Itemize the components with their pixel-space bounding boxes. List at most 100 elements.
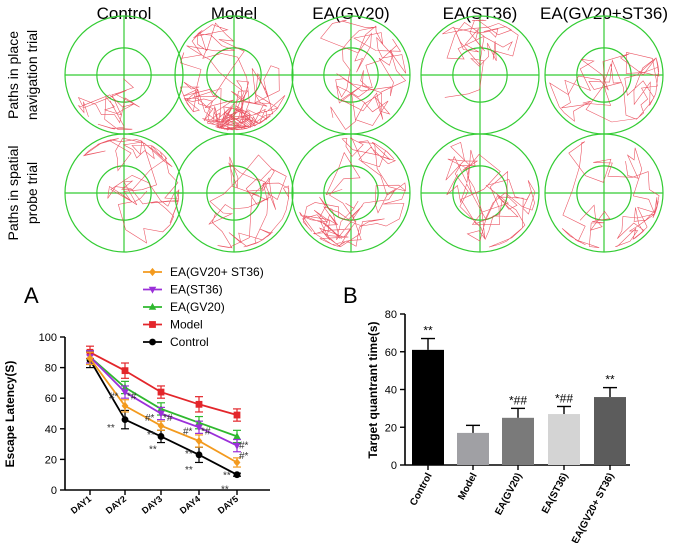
maze-pool-navigation-4 bbox=[420, 15, 540, 135]
swim-path bbox=[549, 52, 660, 123]
data-point bbox=[157, 410, 165, 418]
data-point bbox=[86, 354, 94, 363]
swim-path bbox=[442, 19, 519, 98]
legend-label: Control bbox=[170, 335, 209, 349]
legend-label: Model bbox=[170, 318, 203, 332]
chart-a-annotation: *# bbox=[201, 427, 211, 438]
bar bbox=[457, 432, 489, 465]
chart-a-annotation: #* bbox=[239, 451, 249, 462]
panel-label-b: B bbox=[343, 283, 358, 308]
series-gv20_st36 bbox=[86, 351, 241, 468]
data-point bbox=[195, 451, 203, 459]
group-title-ea-gv20-st36: EA(GV20+ST36) bbox=[540, 4, 668, 23]
chart-b-ytick-label: 20 bbox=[385, 422, 397, 434]
swim-path bbox=[561, 141, 660, 248]
data-point bbox=[195, 424, 203, 432]
data-point bbox=[233, 432, 241, 440]
chart-a-xtick-label: DAY3 bbox=[140, 494, 164, 516]
chart-b-ylabel: Target quantrant time(s) bbox=[366, 321, 380, 458]
chart-a-annotation: ** bbox=[221, 485, 229, 496]
significance-label: ** bbox=[605, 373, 615, 387]
row-label-navigation-line2: navigation trial bbox=[24, 30, 40, 120]
chart-a-annotation: ** bbox=[149, 444, 157, 455]
maze-pool-probe-1 bbox=[64, 133, 184, 253]
chart-a-ytick-label: 40 bbox=[45, 424, 57, 436]
chart-a-ylabel: Escape Latency(S) bbox=[3, 361, 17, 468]
error-bar bbox=[557, 405, 571, 415]
bar bbox=[548, 414, 580, 465]
swim-path bbox=[82, 137, 180, 244]
chart-a-ytick-label: 0 bbox=[51, 485, 57, 497]
significance-label: ** bbox=[423, 324, 433, 338]
legend-item-st36: EA(ST36) bbox=[143, 283, 223, 297]
data-point bbox=[195, 400, 203, 408]
chart-a-annotation: ** bbox=[107, 423, 115, 434]
maze-pool-probe-3 bbox=[291, 133, 411, 253]
legend-marker bbox=[148, 302, 157, 310]
swim-path bbox=[208, 154, 290, 249]
bar-group: ** bbox=[594, 373, 626, 465]
chart-a-xtick-label: DAY4 bbox=[178, 494, 202, 516]
legend-marker bbox=[148, 286, 157, 294]
chart-a-ytick-label: 80 bbox=[45, 363, 57, 375]
maze-pool-navigation-5 bbox=[544, 15, 664, 135]
chart-b-xtick-label: EA(GV20) bbox=[493, 471, 524, 517]
chart-a-annotation: #* bbox=[183, 427, 193, 438]
error-bar bbox=[511, 407, 525, 418]
data-point bbox=[121, 416, 129, 424]
chart-a-annotation: ** bbox=[223, 470, 231, 481]
maze-pool-navigation-3 bbox=[291, 15, 411, 135]
data-point bbox=[157, 433, 165, 440]
chart-a-annotation: #* bbox=[109, 391, 119, 402]
error-bar bbox=[466, 424, 480, 433]
data-point bbox=[195, 436, 203, 446]
bar bbox=[594, 397, 626, 465]
chart-a-ytick-label: 100 bbox=[39, 332, 57, 344]
maze-pools bbox=[64, 15, 664, 253]
bar-group bbox=[457, 424, 489, 465]
chart-b-xtick-label: EA(ST36) bbox=[540, 471, 571, 515]
chart-a: A Escape Latency(S) 0 20 40 60 80 100 DAY1 DAY… bbox=[3, 265, 270, 516]
error-bar bbox=[603, 386, 617, 398]
chart-b-xtick-label: Control bbox=[408, 471, 435, 508]
legend-marker bbox=[149, 338, 156, 346]
chart-a-legend: EA(GV20+ ST36) EA(ST36) EA(GV20) Model Contr… bbox=[143, 265, 264, 349]
chart-b-ytick-label: 40 bbox=[385, 385, 397, 397]
chart-a-xtick-label: DAY1 bbox=[69, 494, 93, 516]
bar-group: *## bbox=[502, 393, 534, 465]
legend-item-model: Model bbox=[143, 318, 203, 332]
swim-path bbox=[445, 141, 536, 248]
chart-a-ytick-label: 20 bbox=[45, 454, 57, 466]
chart-b-ytick-label: 80 bbox=[385, 309, 397, 321]
row-label-probe-line1: Paths in spatial bbox=[5, 146, 21, 241]
group-title-ea-gv20: EA(GV20) bbox=[312, 4, 389, 23]
row-label-probe-line2: probe trial bbox=[24, 162, 40, 224]
data-point bbox=[157, 421, 165, 430]
chart-a-annotation: *# bbox=[163, 413, 173, 424]
bar bbox=[412, 349, 444, 465]
data-point bbox=[233, 411, 241, 419]
bar-group: *## bbox=[548, 391, 580, 465]
row-label-navigation-line1: Paths in place bbox=[5, 31, 21, 119]
legend-label: EA(GV20) bbox=[170, 300, 225, 314]
chart-b-xtick-label: EA(GV20+ ST36) bbox=[570, 471, 617, 543]
chart-b-ytick-label: 0 bbox=[391, 460, 397, 472]
bar-group: ** bbox=[412, 324, 444, 465]
data-point bbox=[233, 442, 241, 450]
chart-a-annotation: ** bbox=[147, 430, 155, 441]
chart-b-ytick-label: 60 bbox=[385, 347, 397, 359]
panel-label-a: A bbox=[24, 283, 39, 308]
legend-label: EA(GV20+ ST36) bbox=[170, 265, 264, 279]
chart-a-xtick-label: DAY2 bbox=[104, 494, 128, 516]
bar bbox=[502, 417, 534, 465]
chart-a-xtick-label: DAY5 bbox=[216, 494, 240, 516]
chart-a-annotation: #* bbox=[239, 440, 249, 451]
data-point bbox=[121, 401, 129, 410]
maze-pool-probe-5 bbox=[544, 133, 664, 253]
legend-item-gv20_st36: EA(GV20+ ST36) bbox=[143, 265, 264, 279]
legend-label: EA(ST36) bbox=[170, 283, 223, 297]
maze-panel: Control Model EA(GV20) EA(ST36) EA(GV20+… bbox=[5, 4, 668, 253]
data-point bbox=[233, 471, 241, 479]
chart-b-xtick-label: Model bbox=[456, 471, 479, 502]
